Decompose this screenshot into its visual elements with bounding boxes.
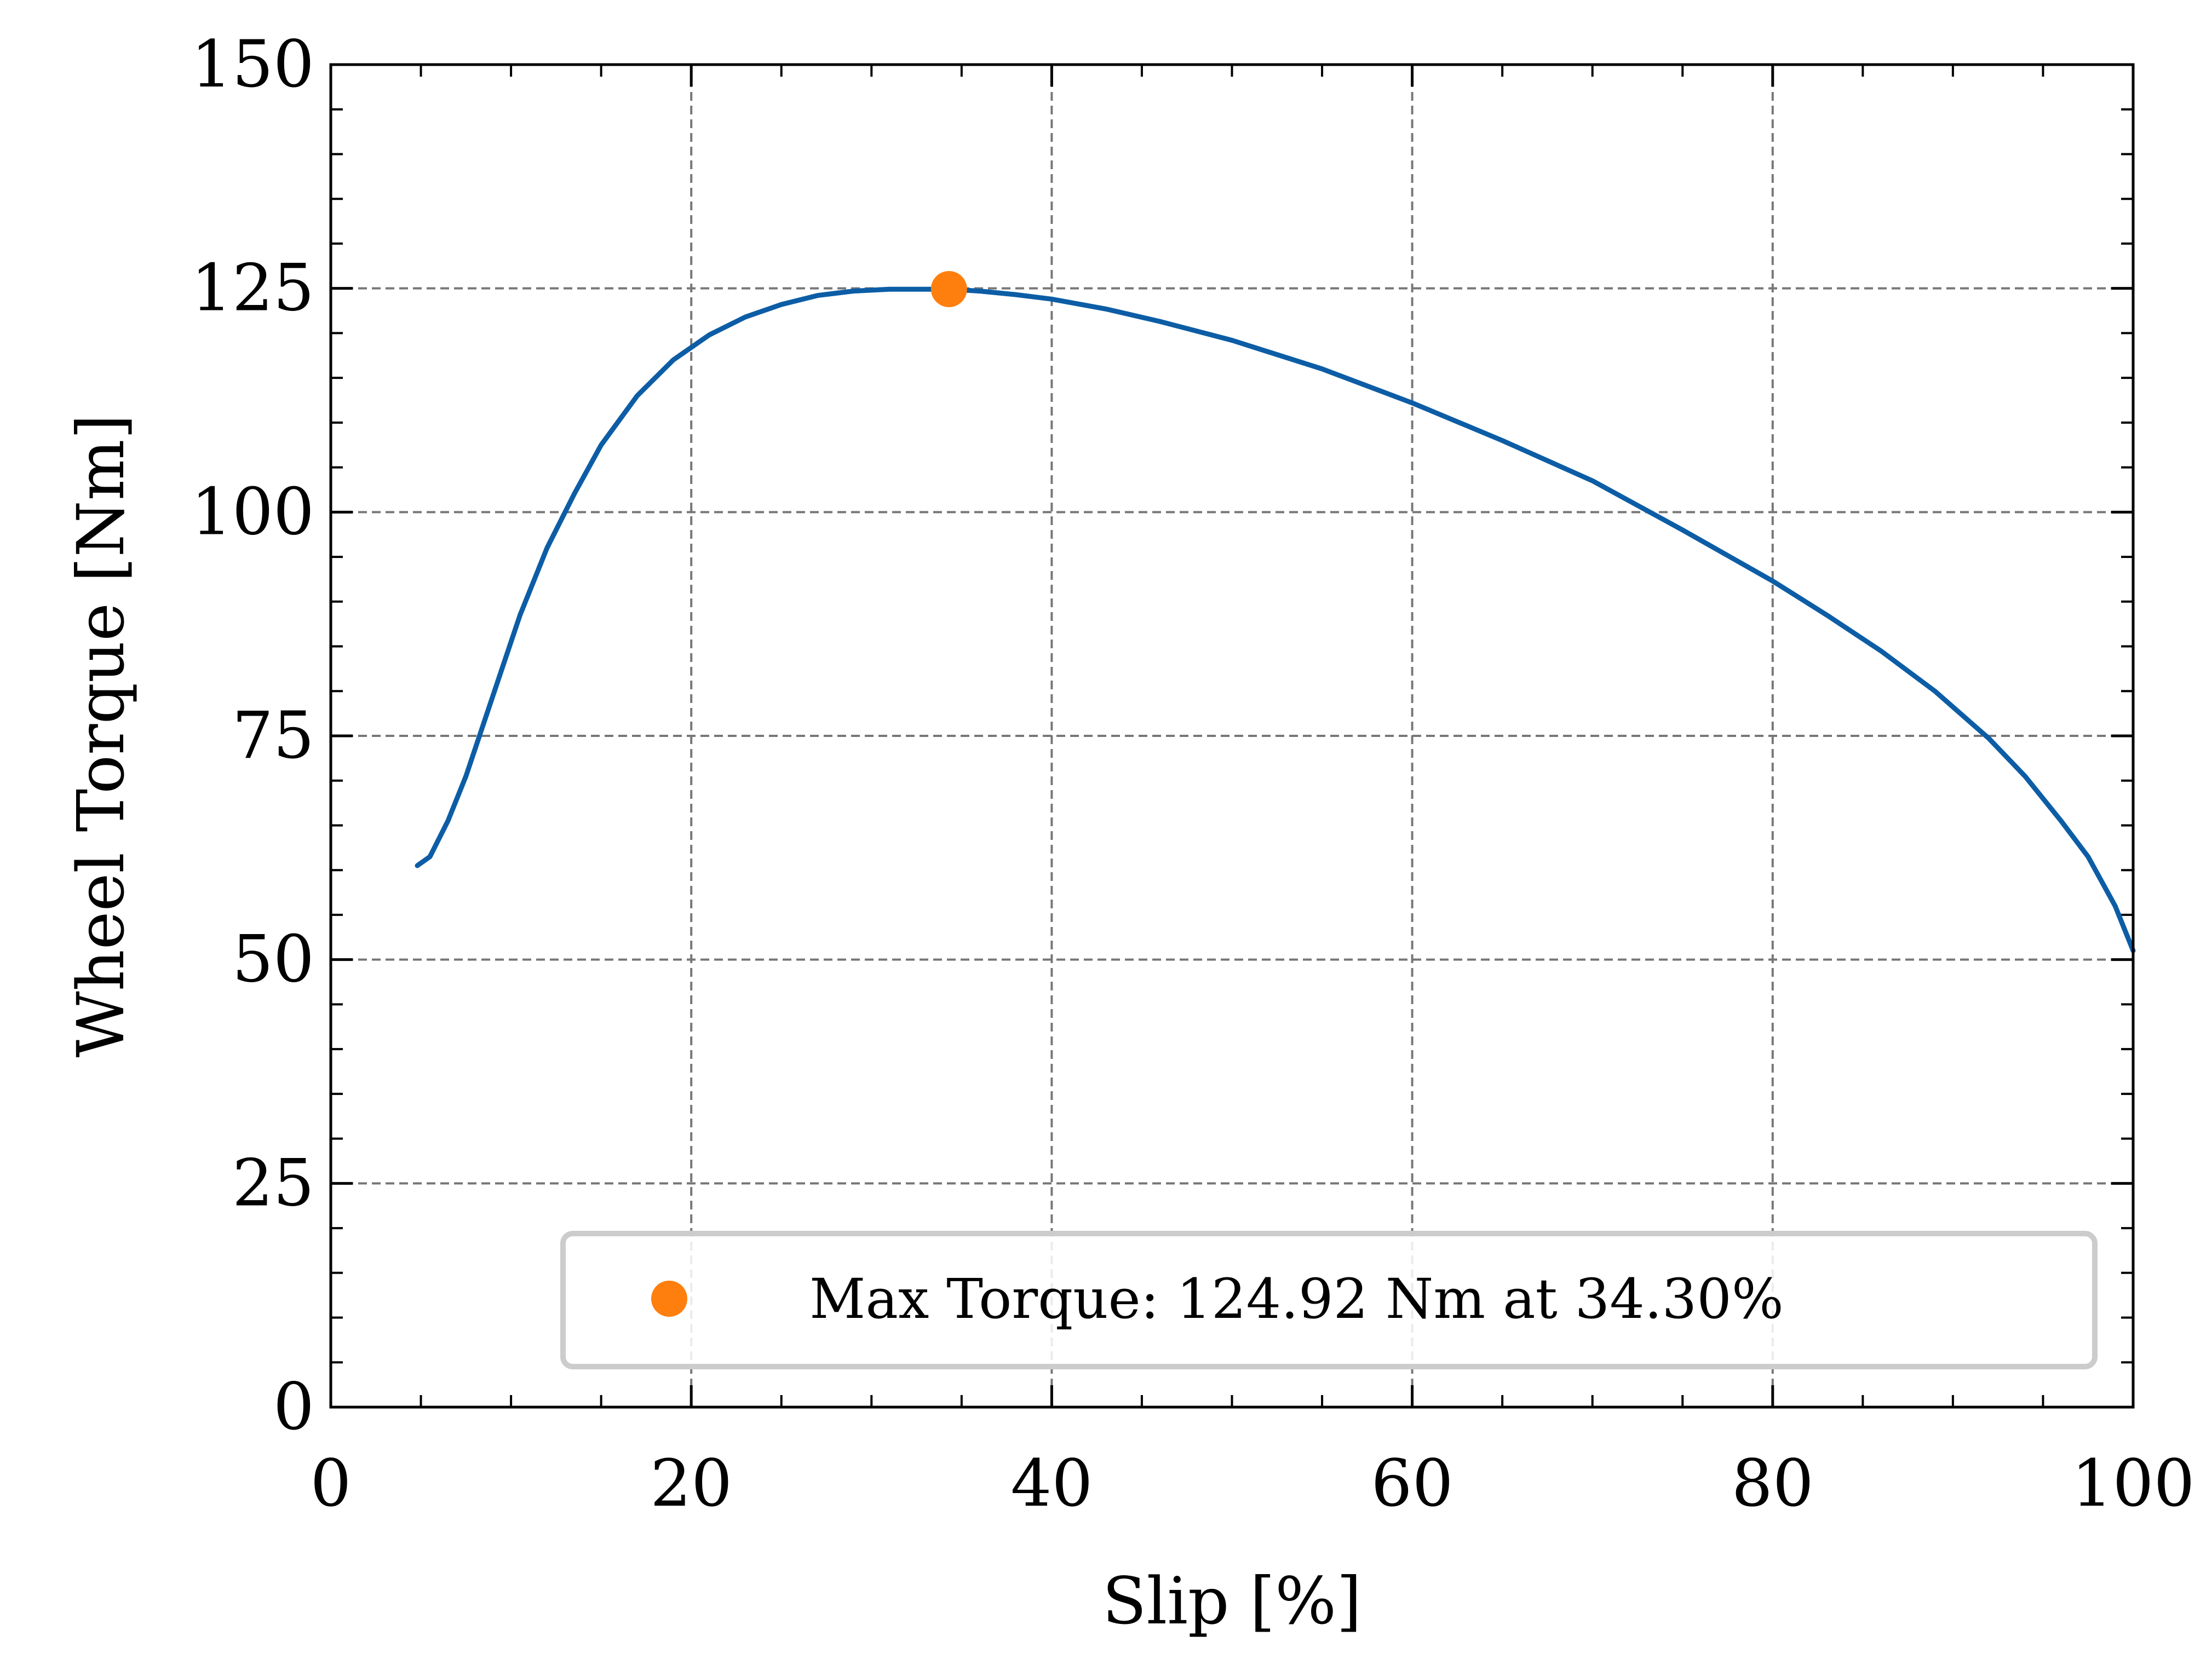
- max-torque-point: [930, 270, 967, 307]
- y-axis-title: Wheel Torque [Nm]: [63, 414, 139, 1057]
- x-tick-label: 60: [1371, 1445, 1453, 1521]
- y-tick-label: 100: [191, 474, 314, 549]
- grid-lines: [331, 65, 2133, 1407]
- data-series: [415, 270, 2136, 953]
- y-tick-label: 75: [232, 698, 314, 773]
- x-tick-label: 80: [1732, 1445, 1814, 1521]
- y-tick-label: 150: [191, 26, 314, 102]
- x-tick-label: 20: [650, 1445, 732, 1521]
- y-tick-label: 25: [232, 1145, 314, 1220]
- y-tick-label: 0: [273, 1369, 314, 1444]
- x-tick-label: 40: [1010, 1445, 1093, 1521]
- legend-label: Max Torque: 124.92 Nm at 34.30%: [809, 1267, 1784, 1331]
- legend-marker: [651, 1281, 687, 1317]
- plot-frame: [329, 63, 2135, 1409]
- y-tick-label: 50: [232, 921, 314, 997]
- y-tick-label: 125: [191, 250, 314, 326]
- x-tick-label: 0: [310, 1445, 351, 1521]
- x-axis-title: Slip [%]: [1102, 1563, 1362, 1639]
- legend: Max Torque: 124.92 Nm at 34.30%: [560, 1231, 2098, 1369]
- tick-labels: 0 20 40 60 80 100 0 25 50 75 100 125 150: [191, 26, 2195, 1521]
- torque-curve: [415, 286, 2136, 953]
- legend-box: [560, 1231, 2098, 1369]
- x-tick-label: 100: [2071, 1445, 2194, 1521]
